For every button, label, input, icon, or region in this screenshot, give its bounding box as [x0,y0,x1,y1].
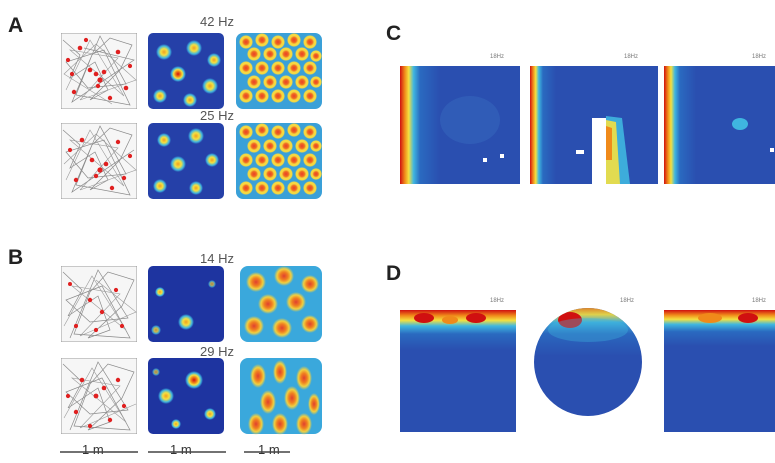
panel-label-d: D [386,262,402,285]
scale-label-2: 1 m [170,442,192,457]
autocorrelogram-a-bottom [236,123,322,199]
rate-map-b-bottom [148,358,224,434]
rate-map-c-1 [400,66,520,184]
rate-map-d-2 [534,308,642,416]
rate-map-a-top [148,33,224,109]
rate-label-b-top: 14 Hz [200,251,234,266]
scale-label-1: 1 m [82,442,104,457]
tiny-rate-c-3: 18Hz [752,54,767,60]
panel-label-b: B [8,246,24,269]
spikes-a-top [65,37,133,101]
rate-label-a-bottom: 25 Hz [200,108,234,123]
rate-map-b-top [148,266,224,342]
scale-label-3: 1 m [258,442,280,457]
trajectory-map-b-top [61,266,137,342]
tiny-rate-c-1: 18Hz [490,54,505,60]
rate-map-d-1 [400,310,516,432]
panel-label-a: A [8,14,24,37]
spikes-b-top [68,282,125,333]
rate-label-a-top: 42 Hz [200,14,234,29]
tiny-rate-d-1: 18Hz [490,298,505,304]
autocorrelogram-b-bottom [240,358,322,435]
rate-map-c-2 [530,66,658,184]
autocorrelogram-a-top [236,33,322,109]
tiny-rate-d-3: 18Hz [752,298,767,304]
rate-label-b-bottom: 29 Hz [200,344,234,359]
rate-map-c-3 [664,66,775,184]
autocorrelogram-b-top [240,266,322,342]
trajectory-map-b-bottom [61,358,137,434]
rate-map-d-3 [664,310,775,432]
rate-map-a-bottom [148,123,224,199]
spikes-a-bottom [67,137,133,191]
panel-label-c: C [386,22,402,45]
spikes-b-bottom [65,377,127,429]
trajectory-map-a-bottom [61,123,137,199]
trajectory-map-a-top [61,33,137,109]
tiny-rate-d-2: 18Hz [620,298,635,304]
tiny-rate-c-2: 18Hz [624,54,639,60]
